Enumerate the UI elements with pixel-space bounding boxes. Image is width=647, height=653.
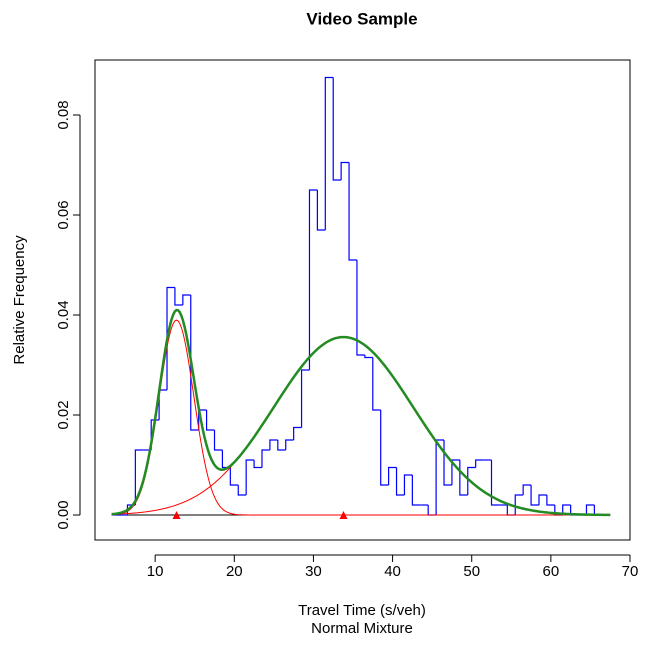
histogram-step — [269, 439, 278, 450]
histogram-step — [158, 389, 168, 420]
histogram-step — [514, 494, 524, 515]
histogram-step — [522, 484, 532, 495]
mixture-curve — [111, 308, 611, 517]
x-tick-label: 40 — [384, 563, 401, 580]
x-tick-label: 10 — [147, 563, 164, 580]
histogram-step — [293, 426, 302, 440]
x-tick-label: 30 — [305, 563, 322, 580]
y-tick-label: 0.06 — [55, 200, 72, 229]
y-tick-label: 0.02 — [55, 400, 72, 429]
histogram-step — [364, 355, 373, 359]
histogram-step — [245, 459, 255, 495]
histogram-step — [190, 295, 199, 431]
histogram-step — [261, 449, 270, 468]
histogram-step — [205, 410, 215, 431]
y-tick-label: 0.08 — [55, 100, 72, 129]
histogram-step — [490, 460, 500, 506]
plot-box — [94, 59, 631, 541]
x-tick-label: 20 — [226, 563, 243, 580]
component-curve — [111, 336, 611, 516]
histogram-step — [451, 459, 460, 485]
histogram-step — [166, 286, 175, 390]
x-tick-label: 70 — [622, 563, 639, 580]
histogram-step — [372, 357, 381, 411]
histogram-step — [380, 410, 389, 486]
subtitle: Normal Mixture — [311, 620, 413, 637]
component-curve — [111, 319, 611, 516]
histogram-step — [300, 369, 310, 428]
histogram-step — [403, 474, 413, 495]
histogram-step — [308, 189, 318, 370]
x-tick-label: 60 — [543, 563, 560, 580]
histogram-step — [546, 495, 555, 506]
histogram-step — [443, 440, 452, 486]
histogram-step — [213, 430, 223, 451]
histogram-step — [427, 505, 437, 516]
chart-title: Video Sample — [306, 9, 417, 28]
y-tick-label: 0.04 — [55, 300, 72, 329]
mean-marker — [172, 511, 181, 519]
y-tick-label: 0.00 — [55, 500, 72, 529]
histogram-step — [562, 504, 571, 515]
histogram-step — [174, 287, 183, 306]
histogram-step — [182, 294, 191, 305]
x-tick-label: 50 — [463, 563, 480, 580]
histogram-step — [324, 76, 334, 230]
histogram-step — [229, 467, 239, 486]
histogram-step — [253, 460, 262, 469]
histogram-step — [585, 504, 595, 515]
histogram-step — [237, 485, 247, 496]
histogram-step — [332, 77, 342, 181]
x-axis-label: Travel Time (s/veh) — [298, 602, 426, 619]
histogram-step — [467, 466, 476, 495]
histogram-step — [316, 190, 326, 231]
histogram-step — [285, 439, 294, 450]
histogram-step — [411, 475, 421, 506]
histogram-step — [348, 162, 357, 261]
histogram-step — [530, 485, 539, 506]
histogram-step — [134, 449, 144, 505]
histogram-step — [277, 440, 286, 451]
histogram-step — [395, 467, 405, 496]
mean-marker — [339, 511, 348, 519]
histogram-step — [475, 459, 484, 468]
histogram-step — [221, 450, 231, 469]
histogram-step — [538, 494, 547, 505]
histogram-step — [340, 161, 350, 180]
histogram-step — [388, 466, 397, 485]
y-axis-label: Relative Frequency — [11, 235, 28, 365]
histogram-step — [356, 260, 365, 356]
